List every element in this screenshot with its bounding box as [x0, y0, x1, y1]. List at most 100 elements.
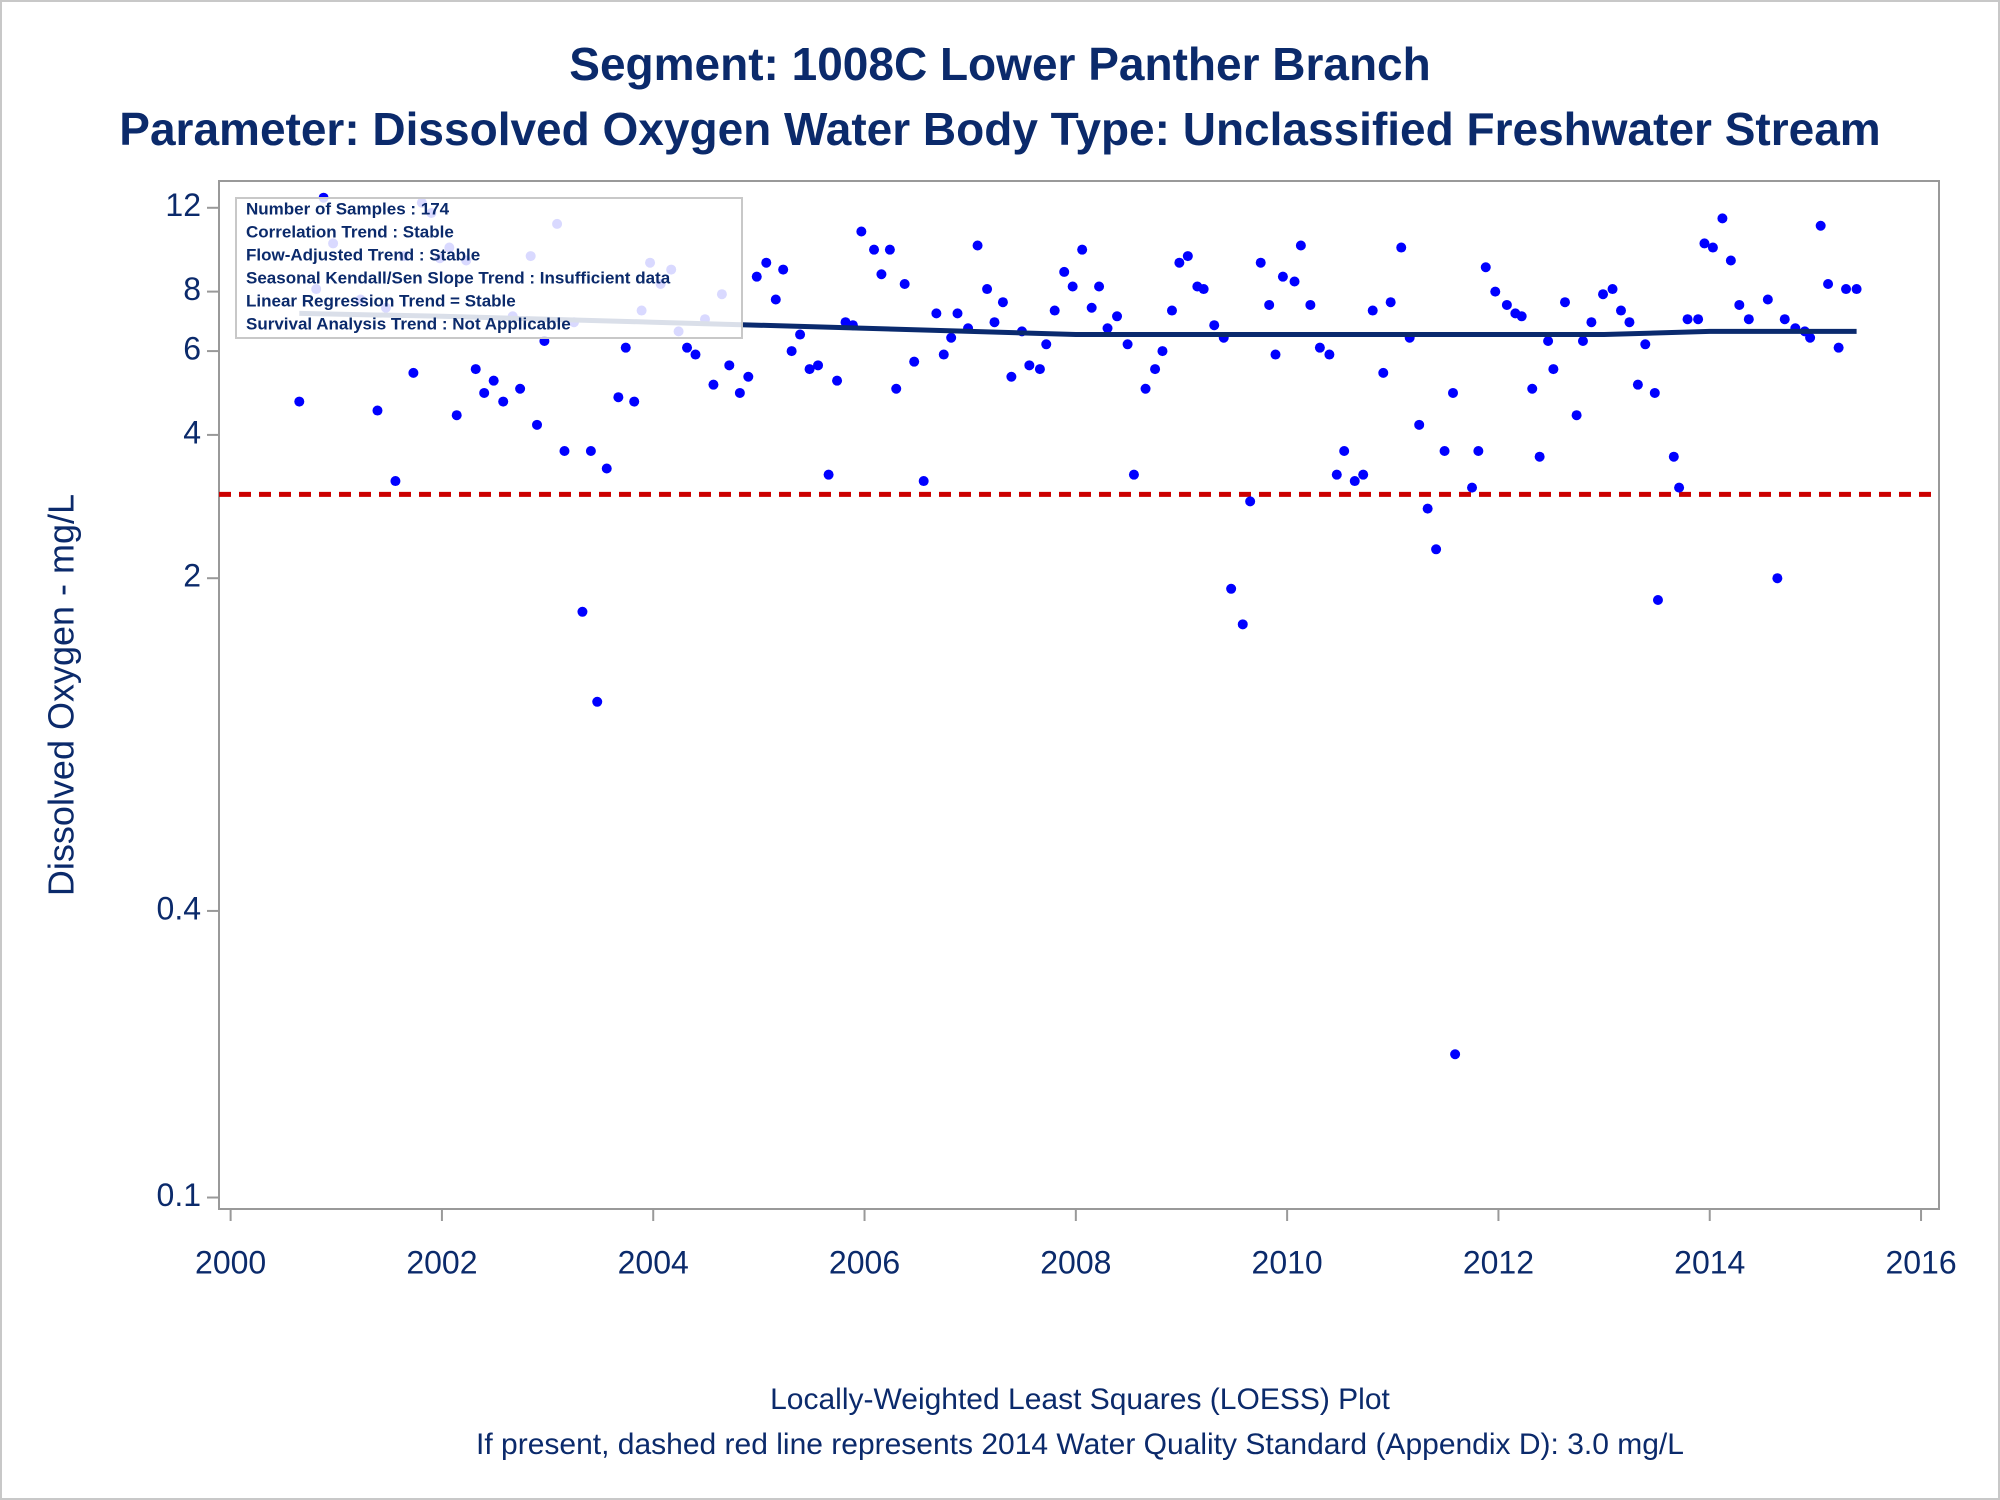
data-point — [1649, 387, 1660, 398]
data-point — [1305, 299, 1316, 310]
data-point — [532, 419, 543, 430]
data-point — [1490, 286, 1501, 297]
annotation-text: Linear Regression Trend = Stable — [246, 291, 516, 310]
y-tick-label: 0.4 — [157, 890, 201, 926]
data-point — [620, 342, 631, 353]
data-point — [1339, 446, 1350, 457]
data-point — [1122, 339, 1133, 350]
data-point — [613, 392, 624, 403]
chart-title: Segment: 1008C Lower Panther Branch — [569, 38, 1430, 90]
annotation-text: Flow-Adjusted Trend : Stable — [246, 245, 480, 264]
data-point — [804, 364, 815, 375]
data-point — [1725, 255, 1736, 266]
data-point — [488, 375, 499, 386]
y-tick-label: 4 — [183, 414, 201, 450]
data-point — [1166, 305, 1177, 316]
y-axis-label: Dissolved Oxygen - mg/L — [41, 494, 82, 896]
data-point — [876, 269, 887, 280]
data-point — [1527, 383, 1538, 394]
data-point — [1571, 410, 1582, 421]
data-point — [682, 342, 693, 353]
data-point — [1586, 317, 1597, 328]
data-point — [1743, 314, 1754, 325]
data-point — [884, 244, 895, 255]
x-tick-label: 2006 — [829, 1244, 900, 1280]
data-point — [761, 257, 772, 268]
data-point — [1295, 240, 1306, 251]
data-point — [1707, 242, 1718, 253]
x-tick-label: 2012 — [1463, 1244, 1534, 1280]
data-point — [1534, 451, 1545, 462]
data-point — [1577, 335, 1588, 346]
y-tick-label: 8 — [183, 271, 201, 307]
data-point — [1717, 213, 1728, 224]
data-point — [408, 367, 419, 378]
data-point — [1385, 297, 1396, 308]
data-point — [1682, 314, 1693, 325]
data-point — [743, 371, 754, 382]
data-point — [1439, 446, 1450, 457]
data-point — [813, 360, 824, 371]
data-point — [1255, 257, 1266, 268]
data-point — [1624, 317, 1635, 328]
data-point — [690, 349, 701, 360]
data-point — [1049, 305, 1060, 316]
data-point — [832, 375, 843, 386]
data-point — [1314, 342, 1325, 353]
data-point — [1067, 281, 1078, 292]
data-point — [451, 410, 462, 421]
x-tick-label: 2008 — [1040, 1244, 1111, 1280]
data-point — [778, 264, 789, 275]
data-point — [601, 463, 612, 474]
data-point — [470, 364, 481, 375]
y-tick-label: 2 — [183, 558, 201, 594]
data-point — [823, 469, 834, 480]
data-point — [1396, 242, 1407, 253]
data-point — [1543, 335, 1554, 346]
data-point — [1734, 299, 1745, 310]
data-point — [592, 696, 603, 707]
data-point — [585, 446, 596, 457]
footnote: Locally-Weighted Least Squares (LOESS) P… — [770, 1383, 1390, 1416]
data-point — [1140, 383, 1151, 394]
data-point — [1559, 297, 1570, 308]
y-tick-label: 6 — [183, 331, 201, 367]
data-point — [1270, 349, 1281, 360]
data-point — [1349, 476, 1360, 487]
annotation-box — [235, 197, 743, 339]
data-point — [1059, 266, 1070, 277]
plot-frame — [218, 180, 1940, 1210]
data-point — [1006, 371, 1017, 382]
data-point — [1693, 314, 1704, 325]
data-point — [918, 476, 929, 487]
data-point — [1699, 238, 1710, 249]
x-tick-label: 2014 — [1674, 1244, 1745, 1280]
data-point — [708, 379, 719, 390]
data-point — [1226, 583, 1237, 594]
annotation-text: Seasonal Kendall/Sen Slope Trend : Insuf… — [246, 268, 671, 287]
data-point — [1289, 276, 1300, 287]
data-point — [1805, 332, 1816, 343]
data-point — [1086, 302, 1097, 313]
data-point — [1851, 284, 1862, 295]
data-point — [294, 396, 305, 407]
data-point — [1815, 220, 1826, 231]
data-point — [1324, 349, 1335, 360]
data-point — [931, 308, 942, 319]
data-point — [989, 317, 1000, 328]
data-point — [559, 446, 570, 457]
data-point — [1264, 299, 1275, 310]
data-point — [1674, 482, 1685, 493]
data-point — [1378, 367, 1389, 378]
data-point — [1548, 364, 1559, 375]
data-point — [946, 332, 957, 343]
data-point — [1598, 289, 1609, 300]
data-point — [1762, 294, 1773, 305]
data-point — [1422, 503, 1433, 514]
data-point — [1772, 573, 1783, 584]
data-point — [1414, 419, 1425, 430]
x-tick-label: 2002 — [406, 1244, 477, 1280]
data-point — [724, 360, 735, 371]
data-point — [952, 308, 963, 319]
data-point — [1245, 496, 1256, 507]
